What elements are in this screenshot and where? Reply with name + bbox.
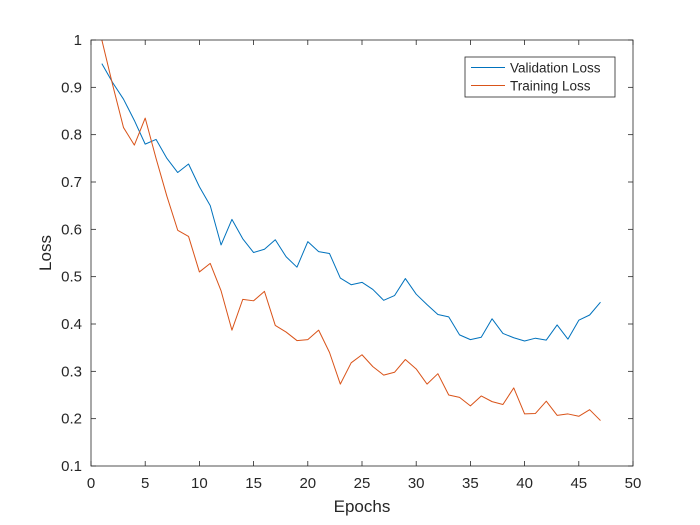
- x-tick-label: 50: [625, 475, 642, 492]
- x-tick-label: 35: [462, 475, 479, 492]
- y-tick-label: 0.6: [61, 221, 82, 238]
- series-layer: [101, 39, 601, 421]
- plot-area: [91, 40, 633, 466]
- x-tick-label: 0: [87, 475, 95, 492]
- y-tick-label: 0.8: [61, 127, 82, 144]
- y-tick-label: 0.3: [61, 363, 82, 380]
- legend: Validation Loss Training Loss: [464, 56, 616, 98]
- x-tick-label: 40: [516, 475, 533, 492]
- y-tick-label: 0.5: [61, 269, 82, 286]
- x-tick-label: 10: [191, 475, 208, 492]
- series-line-validation-loss: [101, 63, 601, 342]
- legend-box: [464, 56, 616, 98]
- y-tick-label: 0.4: [61, 316, 82, 333]
- y-tick-label: 0.7: [61, 174, 82, 191]
- legend-label-training-loss: Training Loss: [510, 79, 591, 94]
- y-axis-title: Loss: [36, 235, 55, 271]
- x-tick-label: 5: [141, 475, 149, 492]
- x-tick-label: 15: [245, 475, 262, 492]
- y-tick-label: 0.2: [61, 411, 82, 428]
- legend-label-validation-loss: Validation Loss: [510, 61, 601, 76]
- x-tick-label: 25: [354, 475, 371, 492]
- series-line-training-loss: [101, 39, 601, 421]
- x-axis-title: Epochs: [334, 497, 391, 516]
- y-tick-label: 0.9: [61, 79, 82, 96]
- y-tick-label: 1: [74, 32, 82, 49]
- ticks-layer: 0 5 10 15 20 25 30 35 40 45 50 0.1 0.2 0.3 0.4 0.5 0.6 0.…: [61, 32, 641, 492]
- x-tick-label: 45: [570, 475, 587, 492]
- x-tick-label: 30: [408, 475, 425, 492]
- y-tick-label: 0.1: [61, 458, 82, 475]
- x-tick-label: 20: [299, 475, 316, 492]
